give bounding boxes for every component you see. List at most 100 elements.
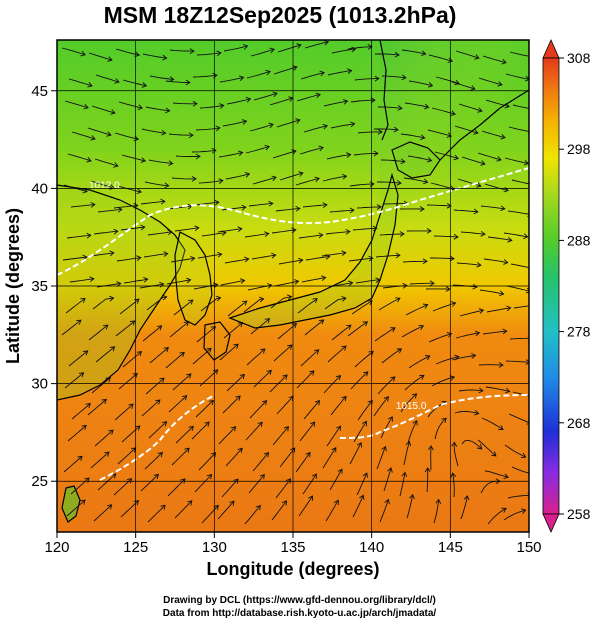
streamline: [115, 320, 135, 337]
streamline-arrow: [292, 65, 298, 71]
colorbar-label-278: 278: [567, 324, 591, 340]
streamline: [325, 500, 339, 522]
streamline: [71, 131, 96, 140]
streamline-arrow: [218, 178, 224, 184]
streamline: [458, 103, 483, 112]
streamline: [140, 200, 165, 205]
streamline-arrow: [397, 105, 403, 111]
streamline: [302, 473, 317, 495]
streamline: [174, 500, 193, 519]
streamline: [353, 421, 367, 443]
streamline: [217, 228, 242, 233]
streamline: [350, 99, 375, 103]
streamline-arrow: [470, 85, 476, 91]
streamline-arrow: [164, 182, 170, 189]
streamline-arrow: [314, 400, 321, 406]
streamline-arrow: [290, 447, 296, 453]
streamline: [93, 230, 118, 235]
streamline-arrow: [206, 473, 213, 480]
streamline: [401, 49, 426, 55]
streamline-arrow: [156, 325, 163, 331]
streamline: [279, 447, 296, 468]
streamline-arrow: [264, 318, 271, 324]
streamline: [433, 499, 440, 524]
streamline-arrow: [83, 103, 89, 110]
streamline: [167, 478, 186, 497]
streamline: [459, 309, 484, 317]
streamline-arrow: [399, 231, 405, 237]
streamline-arrow: [368, 350, 374, 356]
streamline-arrow: [281, 500, 288, 506]
streamline-arrow: [530, 471, 534, 476]
streamline: [198, 452, 216, 471]
streamline: [226, 374, 245, 392]
streamline: [147, 504, 166, 523]
streamline: [378, 297, 401, 311]
streamline: [171, 177, 197, 180]
streamline: [67, 425, 87, 442]
colorbar-label-258: 258: [567, 506, 591, 522]
streamline: [174, 227, 199, 232]
streamline-arrow: [183, 321, 190, 327]
streamline-arrow: [296, 43, 302, 49]
streamline-arrow: [503, 473, 509, 480]
streamline: [198, 180, 223, 184]
streamline-arrow: [446, 132, 453, 138]
streamline-arrow: [186, 277, 192, 284]
streamline-arrow: [311, 473, 317, 479]
streamline: [321, 252, 346, 257]
streamline-arrow: [393, 126, 399, 133]
streamline-arrow: [189, 48, 195, 54]
streamline: [223, 322, 243, 339]
streamline: [65, 298, 86, 314]
streamline-arrow: [161, 421, 168, 427]
streamline: [487, 236, 512, 241]
streamline-arrow: [318, 319, 325, 325]
streamline: [355, 279, 380, 284]
streamline: [374, 327, 396, 342]
streamline: [298, 234, 323, 239]
streamline-arrow: [237, 447, 243, 453]
streamline: [93, 504, 113, 522]
streamline: [116, 257, 141, 262]
streamline: [509, 337, 529, 340]
streamline-arrow: [520, 452, 527, 459]
streamline: [433, 235, 459, 238]
streamline: [354, 78, 379, 81]
streamline: [201, 232, 226, 237]
streamline-arrow: [363, 371, 369, 377]
streamline-arrow: [450, 472, 457, 478]
streamline: [63, 455, 83, 473]
streamline: [407, 155, 432, 162]
streamline-arrow: [106, 131, 112, 137]
streamline: [399, 472, 406, 497]
streamline: [275, 207, 300, 212]
streamline-arrow: [476, 182, 482, 188]
streamline: [275, 478, 291, 499]
streamline: [327, 70, 352, 76]
streamline: [435, 356, 459, 365]
x-tick-label-130: 130: [202, 539, 227, 556]
streamline: [484, 470, 509, 478]
streamline: [400, 133, 425, 139]
streamline-arrow: [265, 69, 271, 76]
streamline: [451, 354, 476, 361]
streamline: [356, 206, 382, 209]
streamline-arrow: [341, 345, 347, 351]
coastlines: [57, 40, 529, 523]
streamline: [88, 324, 109, 341]
streamline: [277, 44, 302, 53]
streamline: [403, 177, 428, 183]
wind-streamlines: [61, 40, 534, 525]
streamline-arrow: [453, 154, 459, 161]
streamline: [380, 416, 393, 439]
streamline-arrow: [323, 40, 330, 46]
streamline: [94, 158, 119, 167]
y-tick-label-30: 30: [31, 376, 48, 393]
streamline: [296, 93, 321, 102]
streamline-arrow: [217, 251, 223, 258]
streamline: [192, 347, 212, 365]
streamline: [149, 347, 169, 364]
streamline: [375, 254, 400, 258]
streamline: [484, 183, 509, 192]
